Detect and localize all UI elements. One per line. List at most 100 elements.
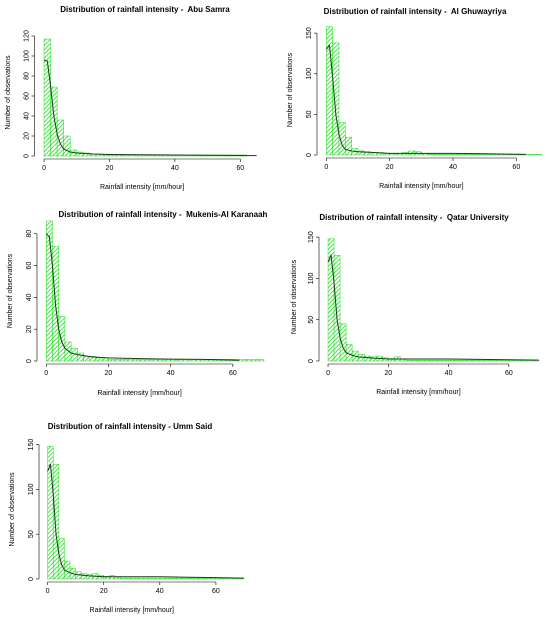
bar [125, 577, 133, 580]
x-tick-label: 20 [100, 588, 108, 595]
bar [245, 359, 252, 362]
bar [58, 316, 66, 362]
bar [459, 153, 466, 156]
x-tick-label: 0 [44, 370, 48, 377]
bar [452, 153, 460, 156]
x-tick-label: 0 [326, 370, 330, 377]
bar [170, 577, 177, 580]
x-tick-label: 40 [445, 370, 453, 377]
bar [63, 135, 71, 157]
bar [43, 38, 51, 157]
panel: Distribution of rainfall intensity - Umm… [9, 422, 245, 614]
y-tick-label: 60 [26, 262, 33, 270]
y-tick-label: 150 [308, 231, 315, 243]
bar [187, 577, 194, 580]
y-tick-label: 80 [26, 230, 33, 238]
bar [193, 577, 200, 580]
y-tick-label: 40 [26, 293, 33, 301]
chart-title: Distribution of rainfall intensity - Umm… [48, 422, 213, 431]
bar [151, 359, 159, 362]
y-tick-label: 0 [26, 359, 33, 363]
bar [165, 577, 172, 580]
y-axis-label: Number of observations [7, 253, 14, 328]
y-tick-label: 0 [308, 359, 315, 363]
bar [440, 153, 447, 156]
bar [345, 136, 352, 156]
x-tick-label: 40 [156, 588, 164, 595]
y-tick-label: 0 [306, 153, 313, 157]
y-axis-label: Number of observations [291, 259, 298, 334]
chart-title: Distribution of rainfall intensity - Qat… [319, 213, 509, 222]
bar [257, 359, 265, 362]
bar [490, 359, 498, 362]
x-tick-label: 20 [386, 164, 394, 171]
bar [442, 359, 449, 362]
bar [424, 359, 431, 362]
x-tick-label: 0 [324, 164, 328, 171]
density-curve [327, 253, 540, 361]
bar [102, 154, 110, 157]
y-tick-label: 50 [308, 316, 315, 324]
bar [427, 153, 435, 156]
x-tick-label: 20 [105, 370, 113, 377]
x-tick-label: 40 [167, 370, 175, 377]
bar [101, 357, 109, 362]
bar [153, 577, 161, 580]
bar [436, 359, 443, 362]
chart-title: Distribution of rainfall intensity - Abu… [60, 5, 230, 14]
bar [126, 359, 134, 362]
x-axis-label: Rainfall intensity [mm/hour] [379, 183, 463, 190]
density-curve [43, 59, 257, 157]
bar [131, 577, 138, 580]
y-axis-label: Number of observations [5, 55, 12, 130]
bar [159, 577, 166, 580]
chart-title: Distribution of rainfall intensity - Al … [324, 7, 507, 16]
density-curve [47, 464, 244, 579]
bar [145, 359, 153, 362]
y-axis-label: Number of observations [287, 52, 294, 127]
bar [108, 359, 115, 362]
bar [215, 577, 222, 580]
bar [210, 577, 217, 580]
bar [363, 355, 371, 362]
bar [238, 359, 246, 362]
bar [400, 359, 407, 362]
panel: Distribution of rainfall intensity - Qat… [291, 213, 540, 396]
bar [204, 577, 211, 580]
bar [412, 359, 419, 362]
bar [454, 359, 461, 362]
bar [83, 355, 91, 362]
x-tick-label: 40 [449, 164, 457, 171]
bar [176, 577, 183, 580]
x-tick-label: 60 [229, 370, 237, 377]
bar [472, 359, 479, 362]
x-tick-label: 0 [46, 588, 50, 595]
chart-title: Distribution of rainfall intensity - Muk… [59, 210, 268, 219]
x-tick-label: 60 [212, 588, 220, 595]
bar [81, 573, 88, 580]
bar [120, 359, 128, 362]
density-curve [45, 233, 240, 361]
y-tick-label: 40 [23, 112, 30, 120]
x-axis-label: Rainfall intensity [mm/hour] [100, 184, 184, 191]
y-tick-label: 150 [28, 439, 35, 451]
density-curve [325, 44, 526, 155]
bar [120, 577, 127, 580]
y-tick-label: 100 [28, 483, 35, 495]
x-tick-label: 60 [236, 165, 244, 172]
bar [182, 577, 189, 580]
y-tick-label: 0 [23, 154, 30, 158]
bar [433, 153, 441, 156]
bar [115, 154, 123, 157]
bar [466, 359, 473, 362]
y-tick-label: 100 [308, 272, 315, 284]
bar [52, 463, 60, 580]
y-tick-label: 50 [28, 530, 35, 538]
bar [460, 359, 467, 362]
bar [157, 359, 165, 362]
bar [133, 359, 140, 362]
bar [58, 538, 65, 580]
panel: Distribution of rainfall intensity - Al … [287, 7, 542, 190]
y-tick-label: 80 [23, 72, 30, 80]
